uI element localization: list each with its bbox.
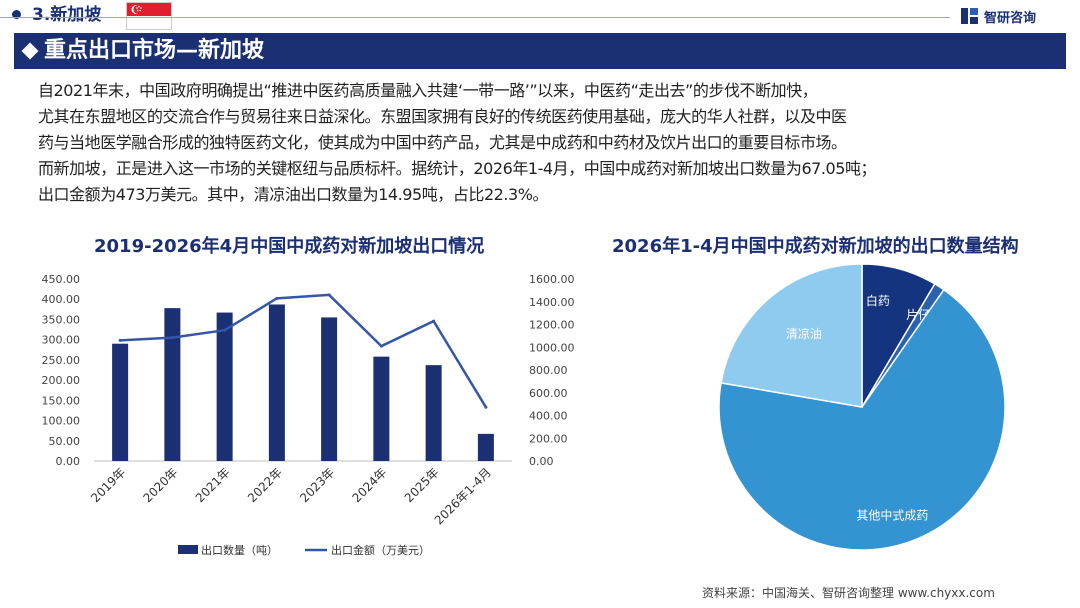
top-bar: 3.新加坡 智研咨询 <box>0 0 1080 30</box>
left-chart-title: 2019-2026年4月中国中成药对新加坡出口情况 <box>94 236 485 257</box>
y-left-tick-label: 200.00 <box>42 374 81 387</box>
section-title: 3.新加坡 <box>32 5 102 25</box>
line-point <box>170 336 174 340</box>
amount-line <box>120 293 487 408</box>
pie-slice <box>720 263 863 408</box>
line-point <box>484 405 488 409</box>
bar <box>268 304 285 461</box>
bar <box>477 433 494 461</box>
line-point <box>118 338 122 342</box>
legend-bar-swatch <box>178 545 198 554</box>
singapore-flag-icon <box>126 2 172 30</box>
y-left-tick-label: 400.00 <box>42 293 81 306</box>
y-left-tick-label: 100.00 <box>42 415 81 428</box>
bar <box>164 308 181 461</box>
paragraph-line: 尤其在东盟地区的交流合作与贸易往来日益深化。东盟国家拥有良好的传统医药使用基础，… <box>38 107 847 126</box>
y-right-tick-label: 1600.00 <box>529 273 575 286</box>
y-right-tick-label: 1200.00 <box>529 319 575 332</box>
x-tick-label: 2025年 <box>402 465 442 505</box>
y-left-tick-label: 350.00 <box>42 313 81 326</box>
y-left-tick-label: 250.00 <box>42 354 81 367</box>
x-tick-label: 2020年 <box>141 465 181 505</box>
x-tick-label: 2021年 <box>193 465 233 505</box>
y-left-tick-label: 150.00 <box>42 394 81 407</box>
bar <box>425 365 442 461</box>
paragraph-line: 出口金额为473万美元。其中，清凉油出口数量为14.95吨，占比22.3%。 <box>38 185 549 204</box>
page-title: 重点出口市场—新加坡 <box>44 38 265 63</box>
line-point <box>379 344 383 348</box>
line-point <box>223 328 227 332</box>
x-tick-label: 2023年 <box>297 465 337 505</box>
export-combo-chart: 0.00 50.00 100.00 150.00 200.00 250.00 300.00 3… <box>42 273 575 557</box>
y-right-tick-label: 400.00 <box>529 410 568 423</box>
right-chart-title: 2026年1-4月中国中成药对新加坡的出口数量结构 <box>612 236 1019 257</box>
x-tick-label: 2019年 <box>88 465 128 505</box>
pie-slice-label: 白药 <box>866 293 890 308</box>
x-tick-label: 2024年 <box>350 465 390 505</box>
y-right-tick-label: 0.00 <box>529 455 554 468</box>
paragraph-line: 而新加坡，正是进入这一市场的关键枢纽与品质标杆。据统计，2026年1-4月，中国… <box>38 159 877 178</box>
bar <box>321 317 338 461</box>
brand-logo-icon <box>961 8 978 24</box>
y-left-tick-label: 300.00 <box>42 334 81 347</box>
y-left-tick-label: 50.00 <box>49 435 81 448</box>
paragraph-line: 自2021年末，中国政府明确提出“推进中医药高质量融入共建‘一带一路’”以来，中… <box>38 81 818 100</box>
brand-logo: 智研咨询 <box>960 5 1036 27</box>
y-left-tick-label: 0.00 <box>56 455 81 468</box>
y-right-tick-label: 1400.00 <box>529 296 575 309</box>
legend-bar-label: 出口数量（吨） <box>201 543 278 557</box>
legend-line-label: 出口金额（万美元） <box>331 543 430 557</box>
header-divider <box>0 17 950 18</box>
bar <box>373 356 390 461</box>
brand-name: 智研咨询 <box>984 10 1037 26</box>
line-point <box>327 293 331 297</box>
pie-slice-label: 清凉油 <box>786 326 822 341</box>
paragraph-line: 药与当地医学融合形成的独特医药文化，使其成为中国中药产品，尤其是中成药和中药材及… <box>38 133 847 152</box>
x-tick-label: 2022年 <box>245 465 285 505</box>
y-right-tick-label: 200.00 <box>529 432 568 445</box>
y-left-tick-label: 450.00 <box>42 273 81 286</box>
line-point <box>432 319 436 323</box>
y-right-tick-label: 800.00 <box>529 364 568 377</box>
pie-slice <box>718 288 1006 551</box>
intro-paragraph: 自2021年末，中国政府明确提出“推进中医药高质量融入共建‘一带一路’”以来，中… <box>38 78 1068 208</box>
source-note: 资料来源：中国海关、智研咨询整理 www.chyxx.com <box>702 586 995 600</box>
bar <box>112 343 129 461</box>
section-bullet-icon <box>12 10 21 19</box>
y-right-tick-label: 600.00 <box>529 387 568 400</box>
title-banner <box>14 33 1066 69</box>
pie-slice-label: 其他中式成药 <box>856 508 928 523</box>
y-right-tick-label: 1000.00 <box>529 341 575 354</box>
bar <box>216 312 233 461</box>
line-point <box>275 296 279 300</box>
